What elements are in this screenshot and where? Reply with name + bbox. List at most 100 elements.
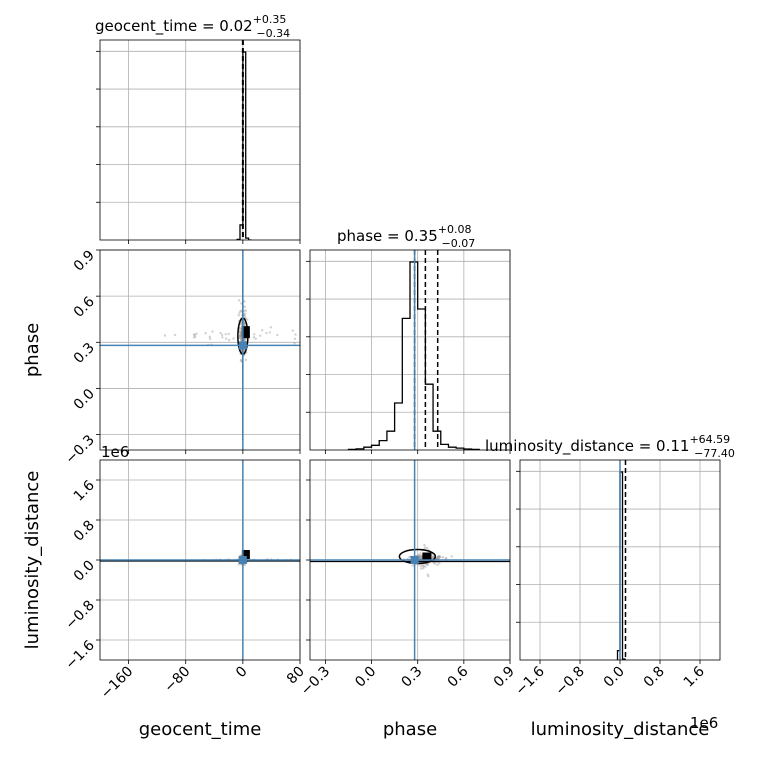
sample-point (276, 333, 279, 337)
x-axis-label-phase: phase (383, 719, 437, 740)
sample-point (221, 336, 224, 339)
y-tick-label: 0.8 (71, 518, 98, 545)
x-tick-label: −0.3 (298, 664, 333, 699)
sample-point (204, 332, 207, 335)
x-axis-label-luminosity-distance: luminosity_distance (531, 719, 710, 740)
x-tick-label: 0.3 (398, 664, 425, 691)
panel-geocent-time-hist: geocent_time = 0.02+0.35 −0.34 (95, 13, 301, 244)
sample-point (243, 338, 246, 341)
sample-point (243, 321, 246, 324)
y-tick-label: 0.0 (71, 386, 98, 413)
sample-point (238, 331, 242, 334)
sample-point (427, 575, 430, 578)
histogram-geocent-time (236, 51, 252, 240)
sample-point (211, 330, 214, 333)
sample-point (239, 309, 242, 313)
y-tick-label: 0.0 (71, 558, 98, 585)
title-phase: phase = 0.35+0.08 −0.07 (337, 223, 475, 250)
sample-point (438, 556, 441, 559)
sample-point (268, 331, 272, 334)
sample-point (420, 555, 423, 558)
sample-point (192, 336, 196, 339)
sample-point (417, 553, 421, 557)
sample-point (423, 543, 426, 547)
sample-point (420, 554, 423, 557)
sample-point (291, 329, 295, 332)
sample-point (193, 333, 196, 337)
sample-point (224, 337, 228, 340)
sample-point (243, 563, 247, 567)
sample-point (244, 358, 248, 362)
panel-phase-vs-geocent-time: −0.3 0.0 0.3 0.6 0.9 (62, 248, 301, 467)
sample-point (419, 557, 422, 560)
x-tick-label: 0.8 (641, 664, 668, 691)
sample-point (439, 555, 442, 559)
density-peak (241, 550, 250, 559)
sample-point (430, 557, 434, 560)
sample-point (239, 333, 242, 337)
x-tick-label: 0.6 (445, 663, 472, 690)
y-tick-label: 0.9 (71, 248, 98, 275)
sample-point (252, 336, 256, 339)
sample-point (293, 342, 296, 345)
sample-point (238, 311, 241, 315)
sample-point (243, 312, 247, 315)
sample-point (243, 305, 246, 309)
panel-luminosity-distance-vs-geocent-time: −160 −80 0 80−1.6−0.80.00.81.6 1e6 (62, 443, 307, 702)
sample-point (438, 562, 441, 565)
sample-point (293, 337, 297, 341)
sample-point (243, 313, 246, 317)
truth-marker (238, 341, 247, 350)
sample-point (239, 338, 243, 342)
sample-point (243, 337, 246, 341)
sample-point (243, 315, 246, 318)
sample-point (419, 557, 422, 560)
sample-point (239, 337, 242, 340)
sample-point (239, 331, 242, 334)
sample-point (424, 546, 427, 549)
panel-frame (309, 249, 511, 451)
sample-point (265, 331, 268, 335)
sample-point (418, 556, 421, 560)
sample-point (444, 557, 447, 560)
sample-point (239, 333, 242, 336)
sample-point (419, 554, 423, 558)
x-tick-label: 0.0 (352, 664, 379, 691)
sample-point (254, 337, 257, 340)
sample-point (208, 337, 212, 341)
sample-point (426, 563, 429, 567)
sample-point (243, 300, 246, 303)
sample-point (243, 339, 246, 342)
sample-point (420, 567, 423, 570)
sample-point (238, 334, 242, 337)
sample-point (246, 318, 249, 321)
sample-point (437, 555, 441, 558)
sample-point (425, 562, 429, 566)
sample-point (224, 332, 228, 336)
sample-point (408, 555, 411, 559)
title-geocent-time: geocent_time = 0.02+0.35 −0.34 (95, 13, 290, 40)
sample-point (437, 555, 440, 558)
sample-point (441, 556, 445, 559)
sample-point (444, 556, 448, 560)
y-tick-label: −0.8 (62, 598, 97, 633)
truth-marker (238, 556, 247, 564)
density-peak (241, 326, 250, 339)
x-offset-luminosity-distance: 1e6 (690, 714, 718, 732)
sample-point (227, 332, 231, 336)
sample-point (436, 563, 439, 567)
x-tick-label: −1.6 (512, 663, 547, 698)
sample-point (294, 333, 297, 336)
sample-point (418, 555, 421, 559)
sample-point (269, 326, 273, 329)
sample-point (437, 556, 441, 559)
sample-point (419, 552, 422, 555)
sample-point (431, 556, 434, 559)
sample-point (411, 564, 414, 567)
sample-point (220, 333, 224, 337)
sample-point (163, 334, 167, 337)
sample-point (192, 333, 196, 336)
sample-point (436, 556, 440, 559)
grid (100, 40, 301, 240)
